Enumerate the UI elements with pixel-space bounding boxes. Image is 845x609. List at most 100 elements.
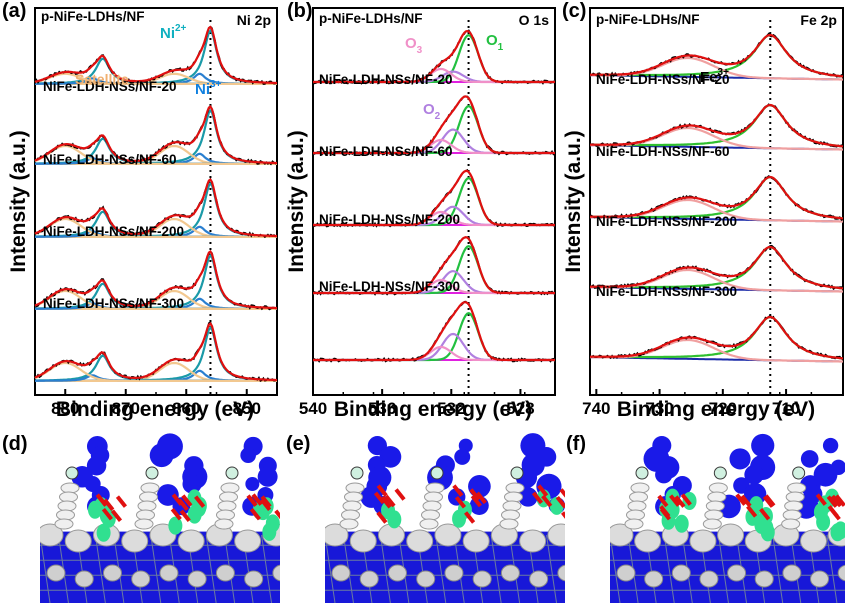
element-label: Fe 2p [800, 12, 837, 28]
sample-label: NiFe-LDH-NSs/NF-300 [319, 279, 460, 294]
isosurface-grey [630, 482, 650, 494]
envelope-curve [590, 245, 844, 290]
x-axis-label: Binding energy (eV) [56, 398, 254, 421]
isosurface-grey [140, 482, 160, 494]
spectrum-5: NiFe-LDH-NSs/NF-300 [34, 296, 278, 383]
plot-frame [312, 7, 556, 396]
subsurface-grey-blob [699, 570, 719, 588]
molecule-render-svg [325, 433, 565, 603]
isosurface-blue [257, 466, 278, 487]
molecule-bond [746, 505, 758, 518]
peak-annotation: Fe3+ [700, 67, 729, 86]
spectrum-1: p-NiFe-LDHs/NF [312, 11, 556, 85]
lattice-line [772, 534, 784, 603]
spectrum-5: NiFe-LDH-NSs/NF-300 [312, 279, 556, 363]
x-axis-label: Binding energy (eV) [617, 398, 815, 421]
spectrum-2: NiFe-LDH-NSs/NF-20 [589, 72, 844, 151]
molecule-bond [830, 494, 843, 508]
molecule-render-svg [610, 433, 845, 603]
envelope-curve [313, 95, 555, 155]
spectrum-5: NiFe-LDH-NSs/NF-300 [589, 284, 844, 363]
molecule-bond [541, 494, 553, 508]
isosurface-blue [518, 487, 538, 507]
fe3-main-component [590, 315, 844, 360]
subsurface-grey-blob [215, 564, 235, 582]
o2-component [313, 332, 555, 362]
molecule-bond [194, 495, 206, 508]
molecule-bond [680, 493, 692, 506]
subsurface-grey-blob [837, 564, 845, 582]
molecule-bond [260, 498, 272, 511]
x-tick-label: 870 [112, 399, 140, 418]
isosurface-green [168, 516, 183, 535]
isosurface-blue [729, 448, 751, 470]
isosurface-grey [707, 491, 727, 503]
subsurface-grey-blob [727, 564, 747, 582]
subsurface-grey-blob [500, 564, 520, 582]
surface-grey-blob [121, 529, 149, 553]
isosurface-green [87, 500, 102, 519]
x-tick-label: 528 [506, 399, 534, 418]
subsurface-grey-blob [782, 564, 802, 582]
x-tick-label: 710 [772, 399, 800, 418]
peak-annotation: Ni3+ [195, 79, 222, 98]
isosurface-grey [54, 518, 74, 530]
central-atom [430, 466, 444, 480]
molecule-bond [260, 495, 272, 508]
molecule-render-svg [40, 433, 280, 603]
molecule-bond [179, 509, 191, 523]
fe3-main-component [590, 175, 844, 220]
x-tick-label: 730 [645, 399, 673, 418]
isosurface-grey [499, 518, 519, 530]
sample-label: p-NiFe-LDHs/NF [596, 12, 700, 27]
isosurface-green [833, 521, 845, 540]
envelope-curve [590, 315, 844, 360]
isosurface-grey [419, 518, 439, 530]
isosurface-grey [501, 509, 520, 521]
x-tick-label: 532 [437, 399, 465, 418]
surface-grey-blob [40, 523, 64, 547]
surface-grey-blob [634, 529, 662, 553]
lattice-line [610, 534, 621, 603]
isosurface-blue [751, 433, 775, 458]
molecule-bond [103, 498, 115, 511]
subsurface-grey-blob [159, 564, 179, 582]
subsurface-grey-blob [359, 570, 379, 588]
isosurface-green [387, 510, 402, 529]
subsurface-grey-blob [444, 564, 464, 582]
lattice-line [94, 534, 106, 603]
lattice-line [379, 534, 391, 603]
lattice-line [546, 534, 558, 603]
molecule-bond [274, 509, 280, 520]
isosurface-blue [245, 476, 260, 491]
isosurface-blue [149, 443, 174, 468]
surface-grey-blob [406, 529, 434, 553]
central-atom [713, 466, 727, 480]
molecule-bond [537, 484, 549, 497]
isosurface-grey [782, 509, 802, 521]
isosurface-grey [785, 491, 805, 503]
raw-data-curve [589, 103, 844, 148]
spectrum-2: NiFe-LDH-NSs/NF-20 [312, 72, 556, 156]
spectrum-4: NiFe-LDH-NSs/NF-200 [589, 214, 844, 293]
surface-grey-blob [610, 523, 634, 547]
subsurface-grey-blob [387, 564, 407, 582]
sample-label: NiFe-LDH-NSs/NF-20 [43, 79, 177, 94]
central-atom [792, 466, 806, 480]
subsurface-grey-blob [557, 564, 565, 582]
isosurface-grey [339, 518, 359, 530]
molecule-bond [826, 495, 838, 508]
panel-label-c: (c) [562, 0, 587, 22]
isosurface-grey [136, 509, 155, 521]
molecule-bond [454, 495, 467, 509]
molecule-bond [376, 511, 388, 524]
sample-label: NiFe-LDH-NSs/NF-300 [43, 296, 184, 311]
central-atom [350, 466, 364, 480]
sample-label: NiFe-LDH-NSs/NF-20 [319, 72, 453, 87]
subsurface-grey-blob [74, 570, 94, 588]
surface-grey-blob [519, 529, 547, 553]
isosurface-blue [182, 474, 202, 494]
peak-annotation: O2 [423, 101, 441, 122]
x-tick-label: 740 [582, 399, 610, 418]
central-atom [145, 466, 159, 480]
